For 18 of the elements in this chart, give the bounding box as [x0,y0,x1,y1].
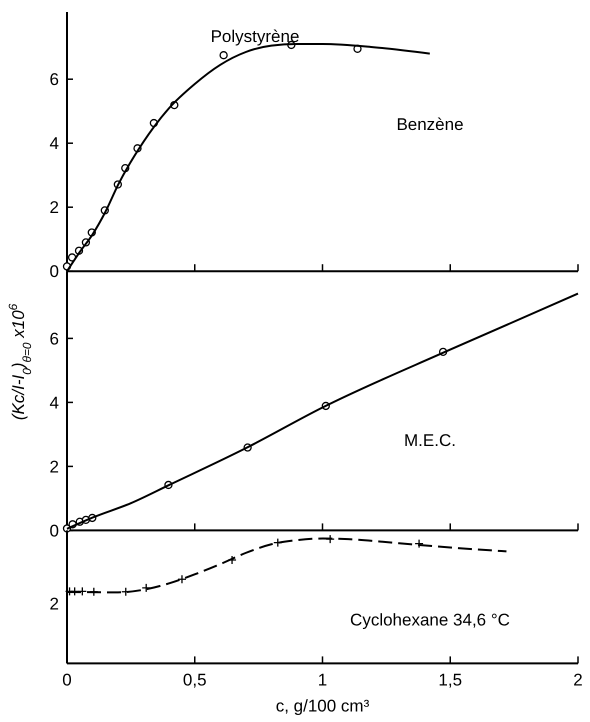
x-tick-label: 1,5 [438,670,462,690]
annotation: Benzène [396,115,464,134]
y-tick-label: 0 [50,262,59,282]
x-tick-label: 0,5 [182,670,207,690]
y-tick-label: 4 [50,134,59,154]
x-tick-label: 0 [62,670,72,690]
y-tick-label: 0 [50,521,59,540]
y-tick-label: 2 [50,198,59,218]
annotation: Cyclohexane 34,6 °C [350,610,510,630]
x-tick-label: 2 [573,670,583,690]
annotation: M.E.C. [404,431,456,450]
x-tick-label: 1 [318,670,328,690]
y-tick-label: 4 [50,393,59,412]
x-axis-title: c, g/100 cm³ [276,696,370,716]
y-tick-label: 6 [50,329,59,348]
y-tick-label: 6 [50,70,59,90]
text: Polystyrène [210,27,300,46]
y-tick-label: 2 [50,457,59,476]
